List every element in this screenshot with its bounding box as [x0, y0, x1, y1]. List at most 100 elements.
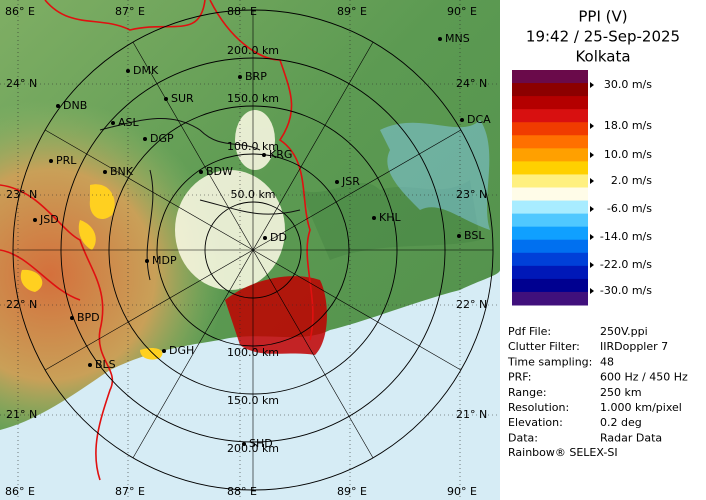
info-value: 1.000 km/pixel	[600, 401, 682, 414]
place-label: DMK	[133, 64, 159, 77]
lat-label: 24° N	[456, 77, 487, 90]
place-dot	[238, 75, 242, 79]
scale-swatch	[512, 239, 588, 254]
map-labels: 86° E 86° E 87° E 87° E 88° E 88° E 89° E 89° E…	[5, 5, 491, 498]
echo-strong	[225, 276, 327, 355]
scale-tick	[590, 288, 594, 294]
range-label: 200.0 km	[227, 442, 279, 455]
place-dot	[70, 316, 74, 320]
delta	[300, 180, 480, 260]
range-rings	[12, 9, 494, 491]
info-key: PRF:	[508, 371, 531, 384]
place-label: MDP	[152, 254, 177, 267]
color-scale: 30.0 m/s 18.0 m/s 10.0 m/s 2.0 m/s -6.0 m/s -…	[512, 70, 652, 306]
place-label: BDW	[206, 165, 233, 178]
scale-swatch	[512, 291, 588, 306]
scale-swatch	[512, 252, 588, 267]
place-label: KRG	[269, 148, 292, 161]
place-dot	[457, 234, 461, 238]
place-dot	[335, 180, 339, 184]
scale-swatch	[512, 122, 588, 136]
info-key: Pdf File:	[508, 325, 551, 338]
place-label: ASL	[118, 116, 140, 129]
scale-swatch	[512, 148, 588, 162]
place-dot	[49, 159, 53, 163]
info-value: 250V.ppi	[600, 325, 648, 338]
place-label: MNS	[445, 32, 470, 45]
scale-swatch	[512, 96, 588, 110]
place-label: BLS	[95, 358, 116, 371]
scale-label: -6.0 m/s	[607, 202, 652, 215]
lat-label: 24° N	[6, 77, 37, 90]
azimuth-line	[252, 249, 374, 458]
scale-tick	[590, 82, 594, 88]
place-label: DCA	[467, 113, 491, 126]
scale-tick	[590, 262, 594, 268]
scale-label: -14.0 m/s	[600, 230, 652, 243]
place-dot	[103, 170, 107, 174]
scale-swatch	[512, 213, 588, 228]
place-dot	[262, 153, 266, 157]
azimuth-line	[252, 42, 374, 251]
scale-tick	[590, 123, 594, 129]
place-label: BRP	[245, 70, 267, 83]
lat-label: 21° N	[6, 408, 37, 421]
footer: Rainbow® SELEX-SI	[508, 446, 618, 459]
range-label: 150.0 km	[227, 92, 279, 105]
place-dot	[372, 216, 376, 220]
place-dot	[199, 170, 203, 174]
place-dot	[162, 349, 166, 353]
panel-time: 19:42 / 25-Sep-2025	[526, 28, 680, 46]
lon-label: 89° E	[337, 485, 367, 498]
place-dot	[33, 218, 37, 222]
place-dot	[145, 259, 149, 263]
lon-label: 88° E	[227, 5, 257, 18]
info-key: Data:	[508, 431, 538, 444]
lat-label: 22° N	[6, 298, 37, 311]
place-dot	[242, 442, 246, 446]
scale-swatch	[512, 109, 588, 123]
rivers	[380, 120, 490, 230]
scale-swatch	[512, 200, 588, 215]
azimuth-line	[252, 129, 461, 251]
scale-label: -30.0 m/s	[600, 284, 652, 297]
lon-label: 87° E	[115, 485, 145, 498]
lon-label: 86° E	[5, 485, 35, 498]
place-dot	[56, 104, 60, 108]
info-key: Range:	[508, 386, 547, 399]
place-dot	[164, 97, 168, 101]
scale-swatch	[512, 83, 588, 97]
scale-swatch	[512, 161, 588, 175]
azimuth-line	[45, 249, 254, 371]
place-label: BSL	[464, 229, 485, 242]
place-label: BPD	[77, 311, 100, 324]
lon-label: 87° E	[115, 5, 145, 18]
lat-label: 22° N	[456, 298, 487, 311]
scale-tick	[590, 152, 594, 158]
scale-swatch	[512, 226, 588, 241]
scale-swatch	[512, 135, 588, 149]
sea	[0, 270, 500, 500]
scale-swatch	[512, 265, 588, 280]
place-dot	[438, 37, 442, 41]
place-dot	[111, 121, 115, 125]
place-label: PRL	[56, 154, 77, 167]
scale-swatch	[512, 187, 588, 202]
lon-label: 90° E	[447, 5, 477, 18]
scale-swatch	[512, 174, 588, 188]
scale-tick	[590, 206, 594, 212]
range-label: 100.0 km	[227, 140, 279, 153]
lat-label: 23° N	[6, 188, 37, 201]
info-value: 250 km	[600, 386, 642, 399]
range-label: 50.0 km	[230, 188, 275, 201]
info-key: Time sampling:	[507, 355, 592, 368]
place-label: DNB	[63, 99, 87, 112]
graticule	[0, 0, 500, 500]
info-value: 48	[600, 355, 614, 368]
info-table: Pdf File: 250V.ppi Clutter Filter: IIRDoppl…	[507, 325, 688, 444]
lat-label: 21° N	[456, 408, 487, 421]
info-value: 0.2 deg	[600, 416, 642, 429]
place-label: BNK	[110, 165, 134, 178]
place-label: DD	[270, 231, 287, 244]
